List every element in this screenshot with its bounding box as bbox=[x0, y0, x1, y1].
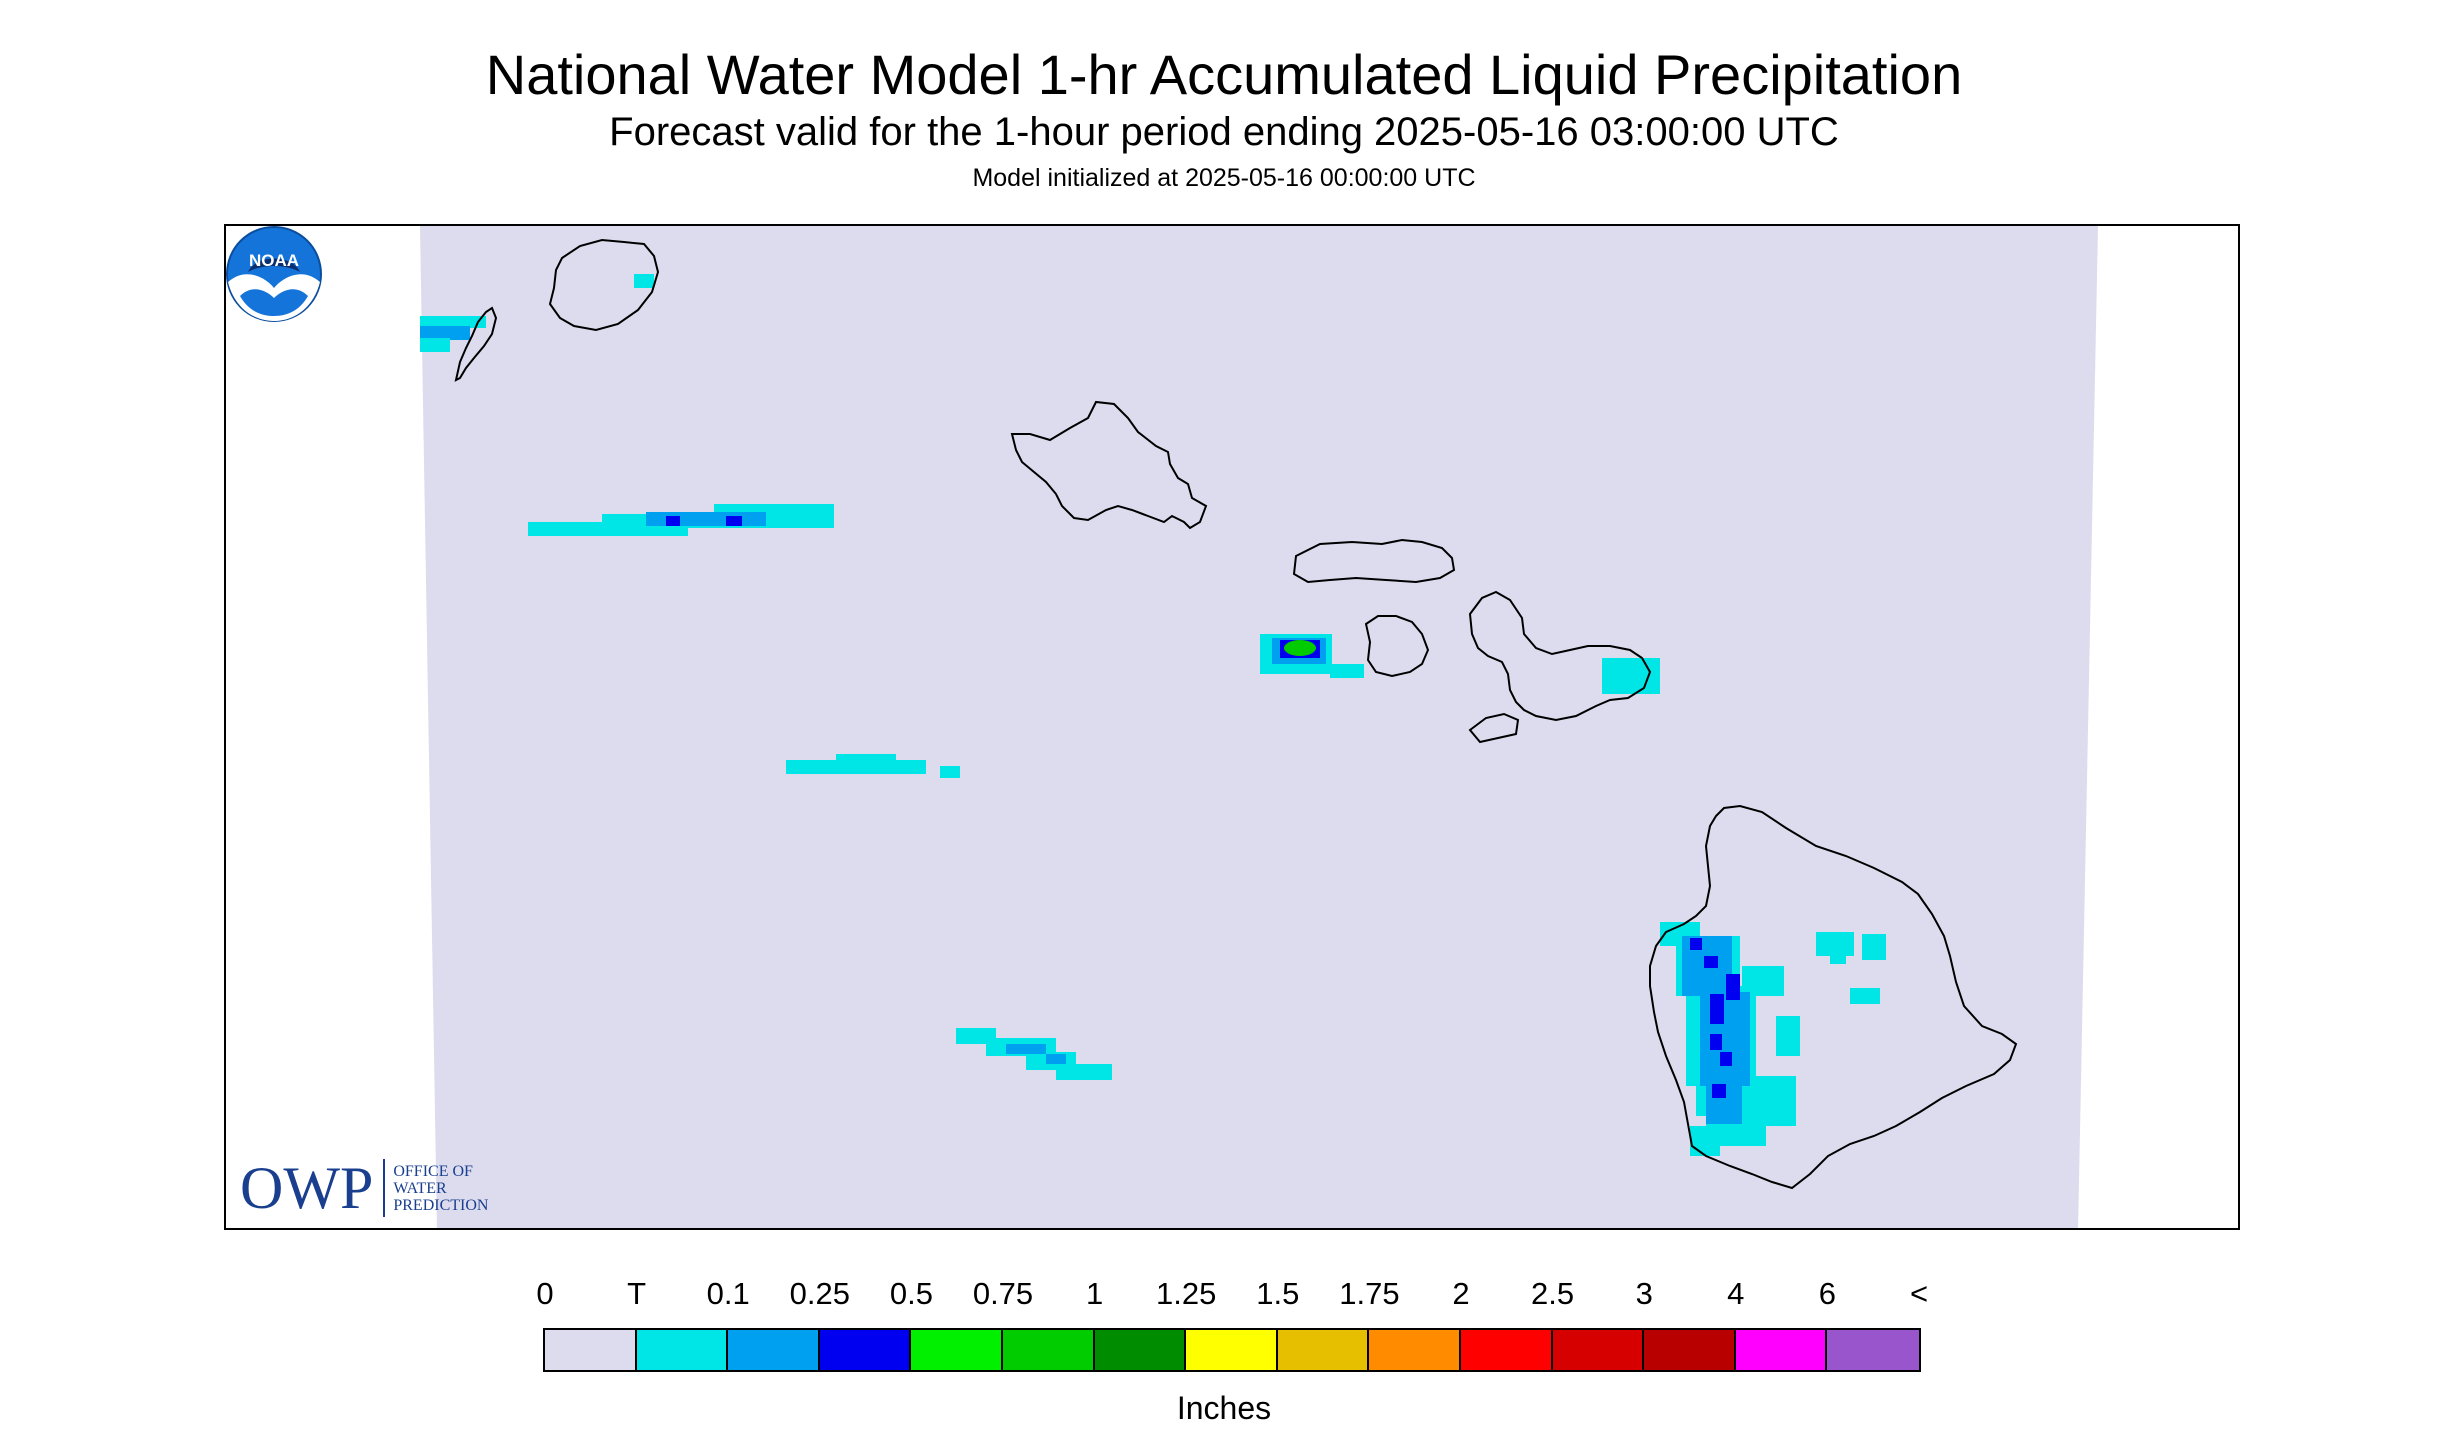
precip-cell bbox=[666, 516, 680, 526]
precip-cell bbox=[1776, 1016, 1800, 1056]
island-kahoolawe bbox=[1468, 712, 1520, 744]
island-kauai bbox=[548, 238, 660, 332]
legend-label: 1.75 bbox=[1339, 1276, 1400, 1311]
precip-cell bbox=[634, 274, 654, 288]
model-init-time: Model initialized at 2025-05-16 00:00:00… bbox=[972, 164, 1476, 192]
legend-label: 1 bbox=[1085, 1276, 1104, 1311]
owp-logo: OWP OFFICE OF WATER PREDICTION bbox=[240, 1155, 488, 1221]
map-title: National Water Model 1-hr Accumulated Li… bbox=[485, 43, 1963, 106]
map-subtitle: Forecast valid for the 1-hour period end… bbox=[609, 110, 1839, 154]
legend-label: 0.75 bbox=[972, 1276, 1034, 1311]
owp-logo-letters: OWP bbox=[240, 1154, 374, 1221]
legend-swatch bbox=[1094, 1330, 1187, 1370]
legend-units: Inches bbox=[1176, 1390, 1272, 1426]
precip-cell bbox=[1830, 948, 1846, 964]
island-molokai bbox=[1292, 538, 1456, 584]
owp-logo-name: OFFICE OF WATER PREDICTION bbox=[393, 1163, 488, 1214]
owp-line-1: OFFICE OF bbox=[393, 1162, 473, 1180]
precip-cell bbox=[420, 338, 450, 352]
precip-cell bbox=[1742, 966, 1784, 996]
legend-swatch bbox=[819, 1330, 912, 1370]
noaa-logo-text: NOAA bbox=[249, 251, 299, 270]
precip-cells bbox=[420, 274, 1886, 1156]
noaa-logo: NOAA bbox=[226, 226, 322, 322]
legend-swatch bbox=[1827, 1330, 1919, 1370]
legend-label: 2.5 bbox=[1531, 1276, 1575, 1311]
legend-label: 6 bbox=[1818, 1276, 1837, 1311]
legend-label: T bbox=[627, 1276, 647, 1311]
precip-cell bbox=[1690, 938, 1702, 950]
precip-cell bbox=[940, 766, 960, 778]
precip-cell bbox=[420, 316, 486, 328]
coastlines bbox=[454, 238, 2018, 1190]
precip-cell bbox=[420, 326, 470, 340]
precip-cell bbox=[1330, 664, 1364, 678]
precip-cell bbox=[1284, 640, 1316, 656]
legend-label: < bbox=[1909, 1276, 1929, 1311]
legend-label: 0.25 bbox=[789, 1276, 850, 1311]
model-domain bbox=[420, 226, 2098, 1228]
precip-cell bbox=[1700, 992, 1750, 1086]
legend-swatch bbox=[1002, 1330, 1095, 1370]
legend-swatch bbox=[545, 1330, 637, 1370]
precip-cell bbox=[1710, 1034, 1722, 1050]
legend-swatch bbox=[1186, 1330, 1278, 1370]
legend-swatch bbox=[1369, 1330, 1461, 1370]
precip-cell bbox=[1690, 1126, 1720, 1156]
legend-swatch bbox=[1277, 1330, 1370, 1370]
legend-label: 1.5 bbox=[1256, 1276, 1300, 1311]
island-niihau bbox=[454, 306, 498, 382]
legend-swatch bbox=[1460, 1330, 1553, 1370]
precip-cell bbox=[836, 754, 896, 764]
legend-label: 0.1 bbox=[706, 1276, 750, 1311]
owp-line-2: WATER bbox=[393, 1179, 447, 1197]
legend-label: 0.5 bbox=[889, 1276, 933, 1311]
precip-cell bbox=[646, 512, 766, 526]
precip-cell bbox=[1726, 974, 1740, 1000]
precipitation-map: OWP OFFICE OF WATER PREDICTION NOAA bbox=[224, 224, 2240, 1230]
island-oahu bbox=[1010, 400, 1208, 530]
legend-swatch bbox=[1552, 1330, 1645, 1370]
legend-swatch bbox=[728, 1330, 820, 1370]
island-maui bbox=[1468, 590, 1652, 722]
legend-label: 2 bbox=[1452, 1276, 1470, 1311]
precip-cell bbox=[1704, 956, 1718, 968]
precip-cell bbox=[1850, 988, 1880, 1004]
precip-cell bbox=[1756, 1076, 1796, 1126]
precip-cell bbox=[1710, 994, 1724, 1024]
precip-cell bbox=[1712, 1084, 1726, 1098]
legend-label: 1.25 bbox=[1156, 1276, 1217, 1311]
legend-label: 0 bbox=[536, 1276, 554, 1311]
legend-labels: 0 T 0.1 0.25 0.5 0.75 1 1.25 1.5 1.75 2 2.5 3 4 6 < bbox=[0, 1276, 2448, 1316]
precip-cell bbox=[1602, 658, 1660, 694]
legend-swatch bbox=[636, 1330, 729, 1370]
legend-label: 4 bbox=[1727, 1276, 1745, 1311]
precip-cell bbox=[1720, 1052, 1732, 1066]
precip-cell bbox=[1056, 1064, 1112, 1080]
precip-cell bbox=[726, 516, 742, 526]
owp-line-3: PREDICTION bbox=[393, 1196, 489, 1214]
precip-cell bbox=[1862, 934, 1886, 960]
island-hawaii bbox=[1649, 804, 2018, 1190]
legend-swatch bbox=[911, 1330, 1003, 1370]
legend-color-bar bbox=[543, 1328, 1921, 1372]
legend-label: 3 bbox=[1635, 1276, 1653, 1311]
island-lanai bbox=[1364, 615, 1430, 678]
precip-cell bbox=[1046, 1054, 1066, 1064]
owp-logo-divider bbox=[383, 1159, 386, 1217]
precip-cell bbox=[1006, 1044, 1046, 1054]
legend-swatch bbox=[1735, 1330, 1828, 1370]
legend-swatch bbox=[1644, 1330, 1736, 1370]
